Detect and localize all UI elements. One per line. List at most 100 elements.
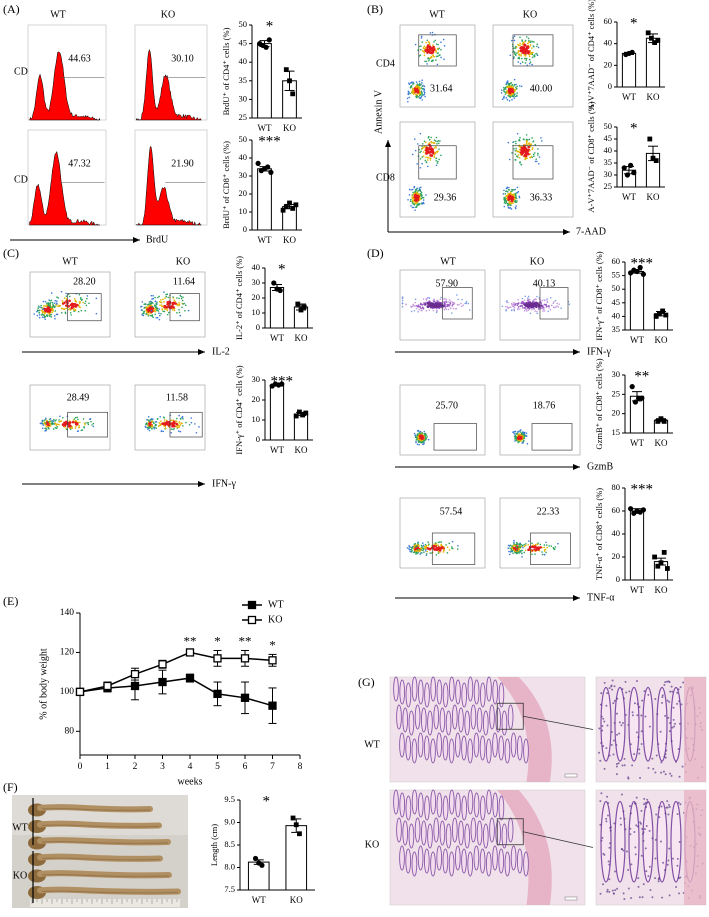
nucleus [600, 742, 602, 744]
event-dot [412, 90, 414, 92]
event-dot [440, 547, 443, 550]
event-dot [425, 544, 427, 546]
nucleus [677, 858, 679, 860]
event-dot [157, 297, 159, 299]
event-dot [51, 309, 53, 311]
event-dot [156, 421, 158, 423]
event-dot [521, 164, 523, 166]
event-dot [36, 311, 38, 313]
event-dot [514, 189, 516, 191]
event-dot [81, 310, 83, 312]
event-dot [64, 426, 66, 428]
nucleus [599, 760, 601, 762]
event-dot [142, 301, 144, 303]
crypt [474, 733, 479, 757]
event-dot [146, 424, 148, 426]
event-dot [424, 546, 426, 548]
event-dot [529, 59, 531, 61]
data-point [159, 661, 166, 668]
event-dot [415, 44, 417, 46]
event-dot [520, 151, 523, 154]
event-dot [516, 95, 518, 97]
nucleus [600, 893, 602, 895]
event-dot [429, 154, 432, 157]
nucleus [623, 758, 625, 760]
event-dot [157, 308, 159, 310]
event-dot [47, 315, 49, 317]
event-dot [518, 139, 520, 141]
nucleus [667, 864, 669, 866]
event-dot [534, 144, 536, 146]
event-dot [436, 43, 438, 45]
event-dot [155, 317, 157, 319]
event-dot [457, 545, 459, 547]
event-dot [413, 207, 415, 209]
event-dot [527, 544, 529, 546]
event-dot [516, 88, 518, 90]
data-point [294, 822, 299, 827]
event-dot [410, 199, 412, 201]
event-dot [425, 47, 427, 49]
event-dot [522, 61, 524, 63]
event-dot [52, 306, 54, 308]
nucleus [661, 696, 663, 698]
event-dot [148, 314, 150, 316]
event-dot [84, 310, 86, 312]
event-dot [184, 310, 186, 312]
y-tick-label: 80 [612, 482, 621, 492]
event-dot [152, 317, 154, 319]
event-dot [525, 543, 527, 545]
event-dot [519, 548, 521, 550]
event-dot [426, 553, 428, 555]
event-dot [533, 550, 535, 552]
event-dot [41, 314, 43, 316]
event-dot [148, 305, 150, 307]
event-dot [58, 419, 60, 421]
nucleus [601, 730, 603, 732]
crypt [431, 739, 436, 763]
column-label: KO [161, 9, 175, 20]
event-dot [70, 312, 72, 314]
event-dot [418, 304, 420, 306]
event-dot [422, 441, 424, 443]
nucleus [667, 699, 669, 701]
nucleus [619, 721, 621, 723]
y-tick-label: 30 [239, 93, 248, 103]
event-dot [537, 154, 539, 156]
y-tick-label: 140 [60, 608, 75, 618]
bar [258, 44, 272, 118]
row-label: KO [13, 870, 27, 881]
event-dot [70, 314, 72, 316]
data-point [287, 201, 292, 206]
y-tick-label: 10 [252, 414, 261, 424]
event-dot [542, 300, 544, 302]
nucleus [632, 711, 634, 713]
event-dot [178, 309, 180, 311]
event-dot [426, 436, 428, 438]
event-dot [429, 552, 431, 554]
event-dot [191, 422, 193, 424]
nucleus [642, 840, 644, 842]
arrow-head [133, 237, 140, 243]
event-dot [426, 161, 428, 163]
event-dot [415, 87, 417, 89]
nucleus [630, 743, 632, 745]
nucleus [608, 878, 610, 880]
event-dot [436, 137, 438, 139]
event-dot [443, 39, 445, 41]
nucleus [661, 897, 663, 899]
nucleus [665, 773, 667, 775]
event-dot [62, 417, 64, 419]
event-dot [185, 305, 187, 307]
event-dot [432, 59, 434, 61]
event-dot [525, 435, 527, 437]
nucleus [621, 765, 623, 767]
event-dot [438, 159, 440, 161]
event-dot [509, 545, 511, 547]
event-dot [407, 101, 409, 103]
event-dot [64, 308, 66, 310]
crypt [455, 846, 460, 870]
event-dot [438, 551, 440, 553]
event-dot [413, 187, 415, 189]
event-dot [522, 545, 524, 547]
